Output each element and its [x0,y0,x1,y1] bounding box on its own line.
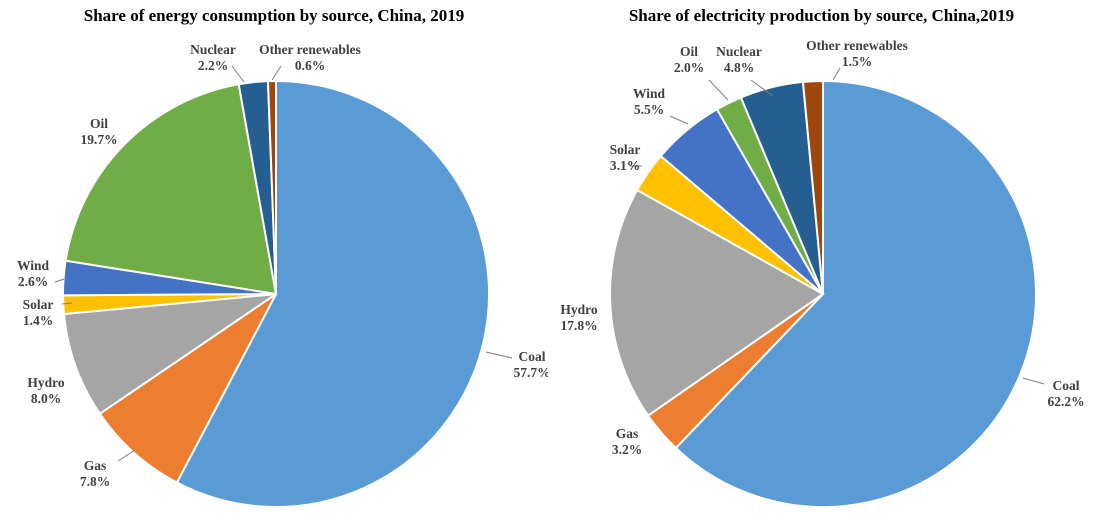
slice-label-oil: Oil [680,44,698,59]
slice-value-solar: 3.1% [610,158,640,173]
leader-line-other-renewables [832,67,841,81]
slice-value-oil: 19.7% [80,132,117,147]
slice-value-hydro: 8.0% [31,391,61,406]
slice-label-other-renewables: Other renewables [806,38,908,53]
slice-label-gas: Gas [616,426,639,441]
leader-line-nuclear [750,79,774,97]
pie-slice-coal [674,79,1037,508]
pie-slice-hydro [609,188,825,417]
chart-title: Share of energy consumption by source, C… [83,6,465,25]
slice-value-gas: 7.8% [80,474,110,489]
leader-line-wind [54,278,65,283]
pie-slice-other-renewables [266,79,277,295]
slice-value-solar: 1.4% [23,313,53,328]
pie-slices [61,79,490,508]
pie-slice-gas [98,293,277,484]
pie-slice-coal [175,79,490,508]
leader-line-wind [669,115,689,125]
slice-label-coal: Coal [519,349,546,364]
pie-slices [609,79,1037,508]
leader-line-gas [117,449,136,462]
pie-slice-other-renewables [801,79,824,295]
electricity-production-pie-chart: Share of electricity production by sourc… [548,0,1095,517]
leader-line-coal [485,351,513,359]
data-labels: Coal57.7%Gas7.8%Hydro8.0%Solar1.4%Wind2.… [17,42,548,489]
slice-label-hydro: Hydro [27,375,65,390]
slice-label-oil: Oil [90,116,108,131]
slice-label-hydro: Hydro [560,302,598,317]
leader-line-coal [1022,377,1045,385]
slice-label-wind: Wind [17,258,50,273]
slice-label-nuclear: Nuclear [716,44,762,59]
slice-label-solar: Solar [23,297,54,312]
slice-label-coal: Coal [1053,378,1080,393]
slice-value-nuclear: 2.2% [198,58,228,73]
slice-value-other-renewables: 0.6% [295,58,325,73]
energy-consumption-pie-chart: Share of energy consumption by source, C… [17,6,548,508]
slice-value-coal: 62.2% [1047,394,1084,409]
slice-label-solar: Solar [610,142,641,157]
chart-title: Share of electricity production by sourc… [628,6,1015,25]
slice-value-hydro: 17.8% [560,318,597,333]
slice-value-wind: 5.5% [634,102,664,117]
slice-label-wind: Wind [633,86,666,101]
slice-value-wind: 2.6% [18,274,48,289]
slice-value-other-renewables: 1.5% [842,54,872,69]
pie-slice-hydro [62,293,277,416]
pie-slice-oil [64,83,278,296]
leader-line-solar [61,302,73,305]
slice-value-nuclear: 4.8% [724,60,754,75]
slice-label-gas: Gas [84,458,107,473]
slice-label-nuclear: Nuclear [190,42,236,57]
leader-line-other-renewables [271,65,282,81]
pie-plot-area: Coal57.7%Gas7.8%Hydro8.0%Solar1.4%Wind2.… [17,42,548,508]
slice-value-gas: 3.2% [612,442,642,457]
slice-value-oil: 2.0% [674,60,704,75]
slice-label-other-renewables: Other renewables [259,42,361,57]
leader-line-oil [708,79,729,101]
slice-value-coal: 57.7% [513,365,548,380]
leader-line-nuclear [231,65,245,83]
